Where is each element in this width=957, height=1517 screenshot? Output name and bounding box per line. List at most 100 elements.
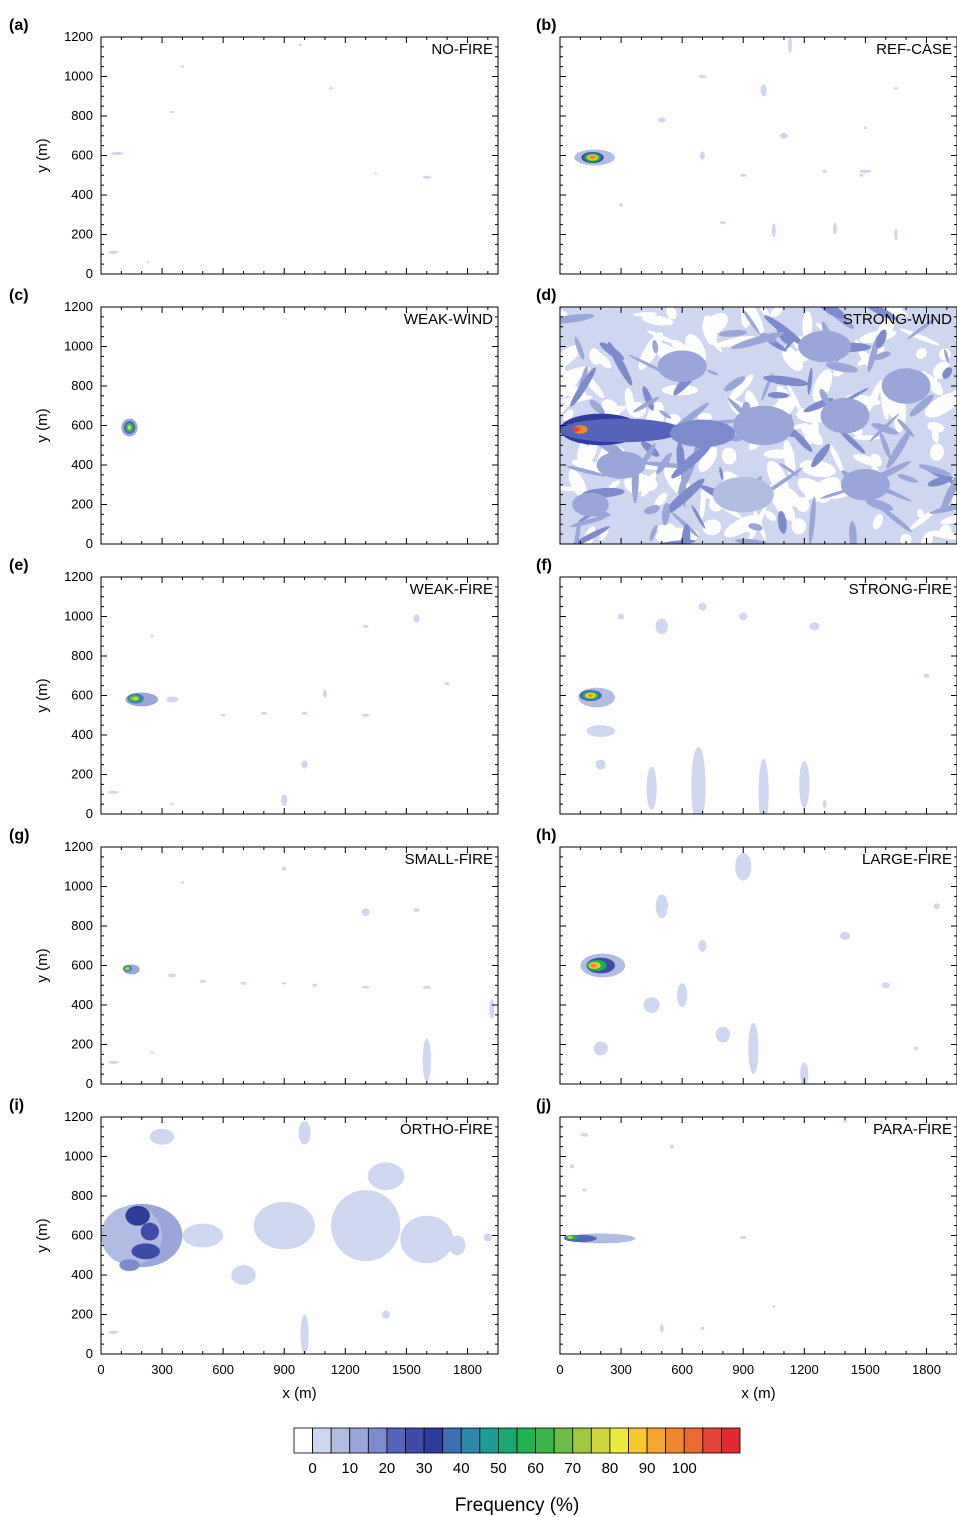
texture-gap — [568, 469, 587, 499]
frequency-contour — [842, 1119, 848, 1123]
y-tick-label: 0 — [86, 806, 93, 821]
plot-area — [101, 577, 498, 814]
texture-streak — [731, 331, 785, 350]
texture-streak — [742, 309, 760, 335]
texture-streak — [784, 337, 796, 350]
case-name: WEAK-WIND — [404, 311, 493, 328]
colorbar-swatch — [367, 1427, 388, 1454]
frequency-contour — [281, 794, 288, 807]
texture-gap — [563, 409, 574, 422]
texture-gap — [829, 444, 844, 473]
y-tick-label: 200 — [71, 767, 93, 782]
texture-streak — [811, 443, 831, 468]
frequency-contour — [570, 1164, 575, 1169]
frequency-contour — [832, 222, 837, 235]
x-tick-label: 1800 — [453, 1362, 482, 1377]
texture-gap — [766, 460, 789, 495]
frequency-contour — [362, 624, 369, 628]
texture-gap — [657, 524, 671, 540]
texture-gap — [792, 423, 806, 429]
y-tick-label: 600 — [71, 1228, 93, 1243]
y-tick-label: 400 — [71, 187, 93, 202]
texture-gap — [702, 313, 728, 336]
frequency-contour — [444, 682, 450, 686]
x-tick-label: 1500 — [851, 1362, 880, 1377]
frequency-contour — [281, 982, 287, 985]
panel-letter: (d) — [536, 287, 556, 304]
texture-streak — [706, 369, 719, 376]
texture-streak — [880, 432, 891, 459]
y-tick-label: 800 — [71, 378, 93, 393]
colorbar-label: 30 — [416, 1460, 433, 1477]
y-tick-label: 1200 — [64, 29, 93, 44]
panel-letter: (j) — [536, 1097, 551, 1114]
panel-strong-wind: (d) STRONG-WIND — [536, 287, 957, 545]
texture-streak — [865, 498, 894, 512]
y-tick-label: 1200 — [64, 569, 93, 584]
frequency-contour — [300, 1314, 309, 1354]
frequency-contour — [367, 1162, 405, 1191]
texture-streak — [790, 428, 813, 452]
y-tick-label: 200 — [71, 1037, 93, 1052]
texture-streak — [644, 505, 660, 515]
frequency-contour — [361, 908, 370, 917]
colorbar-label: 20 — [379, 1460, 396, 1477]
x-tick-label: 0 — [97, 1362, 104, 1377]
texture-gap — [560, 399, 573, 418]
texture-streak — [642, 386, 654, 411]
texture-streak — [599, 342, 624, 360]
plot-area — [560, 1117, 957, 1354]
frequency-contour — [669, 1144, 675, 1149]
case-name: PARA-FIRE — [873, 1121, 952, 1138]
frequency-contour — [698, 74, 707, 79]
texture-streak — [779, 463, 799, 477]
frequency-contour — [698, 939, 707, 952]
panel-letter: (e) — [9, 557, 29, 574]
plot-background — [560, 847, 957, 1084]
colorbar-label: 60 — [527, 1460, 544, 1477]
panel-letter: (b) — [536, 17, 556, 34]
x-tick-label: 600 — [671, 1362, 693, 1377]
texture-streak — [574, 336, 585, 360]
texture-gap — [654, 492, 668, 508]
colorbar-swatch — [553, 1427, 574, 1454]
frequency-contour — [881, 368, 931, 404]
colorbar-swatch — [572, 1427, 592, 1454]
frequency-contour — [590, 963, 597, 968]
frequency-contour — [170, 110, 175, 114]
case-name: STRONG-WIND — [843, 311, 952, 328]
y-tick-label: 200 — [71, 497, 93, 512]
panel-small-fire: 0 200 400 600 800 1000 1200 y (m) (g) SMALL-FIRE — [9, 827, 499, 1091]
frequency-contour — [449, 1235, 466, 1256]
case-name: REF-CASE — [876, 41, 952, 58]
y-tick-label: 0 — [86, 536, 93, 551]
y-tick-label: 400 — [71, 457, 93, 472]
colorbar-swatch — [330, 1427, 351, 1454]
texture-streak — [777, 327, 792, 345]
colorbar-swatch — [721, 1427, 741, 1454]
panel-letter: (a) — [9, 17, 29, 34]
frequency-contour — [735, 852, 752, 881]
texture-gap — [928, 376, 939, 386]
plot-area — [560, 307, 957, 544]
texture-streak — [909, 394, 934, 417]
frequency-contour — [119, 1259, 140, 1272]
frequency-contour — [809, 622, 820, 631]
texture-streak — [633, 396, 660, 413]
frequency-contour — [719, 221, 726, 225]
texture-streak — [663, 478, 705, 515]
panel-letter: (c) — [9, 287, 29, 304]
plot-area — [101, 1117, 498, 1354]
texture-gap — [699, 488, 706, 520]
frequency-contour — [595, 759, 606, 770]
x-tick-label: 1200 — [790, 1362, 819, 1377]
colorbar-swatch — [479, 1427, 499, 1454]
texture-streak — [718, 329, 747, 337]
texture-gap — [770, 307, 783, 318]
frequency-contour — [758, 758, 769, 814]
texture-streak — [589, 399, 605, 415]
frequency-contour — [800, 1062, 809, 1084]
texture-gap — [940, 515, 957, 525]
y-tick-label: 1000 — [64, 1149, 93, 1164]
texture-streak — [724, 376, 746, 392]
